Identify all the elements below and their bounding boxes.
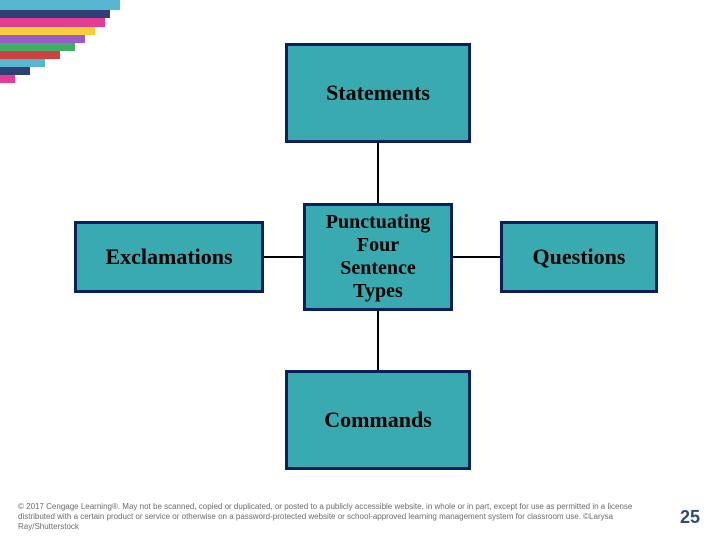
node-center-label: Punctuating Four Sentence Types: [326, 211, 430, 303]
node-center: Punctuating Four Sentence Types: [303, 203, 453, 311]
corner-stripe: [0, 51, 60, 59]
node-left-label: Exclamations: [105, 244, 232, 269]
page-number: 25: [680, 507, 700, 528]
corner-stripe: [0, 18, 105, 27]
corner-stripe: [0, 27, 95, 35]
node-bottom-label: Commands: [324, 407, 432, 432]
corner-stripe: [0, 67, 30, 75]
corner-stripe: [0, 59, 45, 67]
node-right-label: Questions: [533, 244, 626, 269]
node-top: Statements: [285, 43, 471, 143]
corner-graphic: [0, 0, 120, 90]
connector-line: [377, 311, 379, 370]
node-right: Questions: [500, 221, 658, 293]
connector-line: [264, 256, 303, 258]
corner-stripe: [0, 43, 75, 51]
corner-stripe: [0, 0, 120, 10]
corner-stripe: [0, 35, 85, 43]
copyright-footer: © 2017 Cengage Learning®. May not be sca…: [18, 502, 660, 532]
node-top-label: Statements: [326, 80, 430, 105]
node-bottom: Commands: [285, 370, 471, 470]
corner-stripe: [0, 10, 110, 18]
connector-line: [453, 256, 500, 258]
connector-line: [377, 143, 379, 203]
corner-stripe: [0, 75, 15, 83]
copyright-text: © 2017 Cengage Learning®. May not be sca…: [18, 502, 632, 531]
node-left: Exclamations: [74, 221, 264, 293]
page-number-value: 25: [680, 507, 700, 527]
